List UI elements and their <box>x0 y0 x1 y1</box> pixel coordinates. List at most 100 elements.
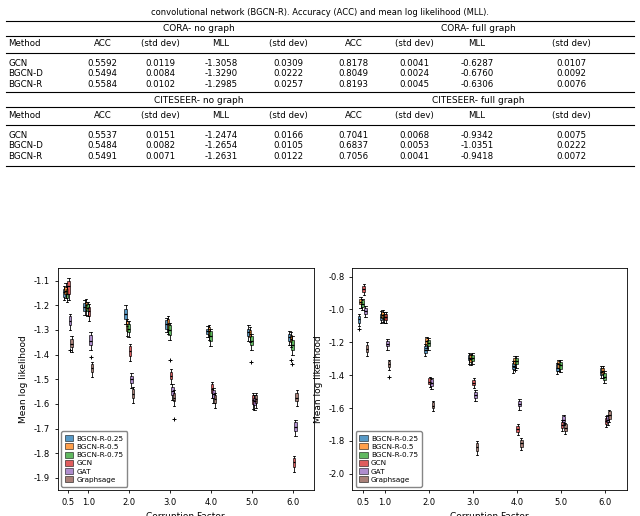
Text: -0.6760: -0.6760 <box>460 69 493 78</box>
Bar <box>125 321 129 331</box>
Bar <box>67 281 70 294</box>
Bar <box>83 303 86 312</box>
Text: 0.0222: 0.0222 <box>273 69 303 78</box>
Text: 0.0222: 0.0222 <box>556 141 586 150</box>
Bar <box>66 289 68 298</box>
Bar <box>518 400 521 407</box>
Y-axis label: Mean log likelihood: Mean log likelihood <box>19 335 28 423</box>
Text: 0.8178: 0.8178 <box>339 59 369 68</box>
Text: GCN: GCN <box>8 59 28 68</box>
Text: 0.0105: 0.0105 <box>273 141 303 150</box>
Text: BGCN-D: BGCN-D <box>8 141 43 150</box>
Text: 0.0053: 0.0053 <box>399 141 429 150</box>
Bar <box>476 443 479 451</box>
Bar <box>68 316 72 325</box>
Bar <box>556 364 559 371</box>
Text: 0.0072: 0.0072 <box>556 152 586 160</box>
Bar <box>88 307 90 316</box>
Text: 0.0122: 0.0122 <box>273 152 303 160</box>
Legend: BGCN-R-0.25, BGCN-R-0.5, BGCN-R-0.75, GCN, GAT, Graphsage: BGCN-R-0.25, BGCN-R-0.5, BGCN-R-0.75, GC… <box>356 431 422 487</box>
Text: CITESEER- full graph: CITESEER- full graph <box>432 96 525 105</box>
Text: GCN: GCN <box>8 131 28 140</box>
Bar <box>130 376 133 383</box>
Bar <box>424 346 426 353</box>
Bar <box>388 361 390 367</box>
Bar <box>561 422 563 428</box>
Bar <box>214 395 216 402</box>
Text: 0.0119: 0.0119 <box>145 59 175 68</box>
Bar <box>600 368 603 375</box>
Text: 0.5484: 0.5484 <box>87 141 118 150</box>
Bar <box>364 308 367 314</box>
Bar <box>386 341 389 346</box>
Bar <box>91 364 93 372</box>
Bar <box>253 398 256 405</box>
Bar <box>170 372 172 379</box>
Bar <box>358 316 360 322</box>
Bar <box>608 411 611 418</box>
Bar <box>385 314 387 320</box>
Bar <box>70 338 73 347</box>
Text: (std dev): (std dev) <box>141 39 179 49</box>
Bar <box>469 356 472 362</box>
Bar <box>557 361 560 368</box>
Bar <box>513 358 516 364</box>
Bar <box>425 338 428 345</box>
Bar <box>209 331 212 341</box>
Bar <box>431 402 435 408</box>
Text: 0.0041: 0.0041 <box>399 152 429 160</box>
Text: (std dev): (std dev) <box>395 111 434 120</box>
Text: 0.0151: 0.0151 <box>145 131 175 140</box>
Bar <box>63 289 65 297</box>
Text: (std dev): (std dev) <box>552 39 591 49</box>
Text: 0.0082: 0.0082 <box>145 141 175 150</box>
Text: 0.5494: 0.5494 <box>88 69 117 78</box>
Bar <box>255 395 257 402</box>
Bar <box>206 329 209 334</box>
Bar <box>512 363 515 369</box>
Text: 0.8193: 0.8193 <box>339 80 369 89</box>
Text: (std dev): (std dev) <box>552 111 591 120</box>
Text: MLL: MLL <box>212 111 229 120</box>
Text: 0.8049: 0.8049 <box>339 69 369 78</box>
Bar <box>428 378 431 384</box>
Text: (std dev): (std dev) <box>141 111 179 120</box>
Bar <box>250 336 253 345</box>
Text: 0.0075: 0.0075 <box>556 131 586 140</box>
Bar <box>207 328 211 335</box>
Text: 0.0102: 0.0102 <box>145 80 175 89</box>
Bar <box>468 354 470 360</box>
Text: 0.0166: 0.0166 <box>273 131 303 140</box>
Text: -0.6306: -0.6306 <box>460 80 493 89</box>
Bar <box>247 329 250 336</box>
Text: 0.0041: 0.0041 <box>399 59 429 68</box>
Text: MLL: MLL <box>468 39 485 49</box>
Bar <box>362 285 365 292</box>
Bar <box>165 320 168 329</box>
Text: -1.3058: -1.3058 <box>204 59 237 68</box>
Bar <box>296 393 298 401</box>
Text: 0.0084: 0.0084 <box>145 69 175 78</box>
Bar <box>359 299 362 304</box>
Bar <box>294 423 297 431</box>
Bar <box>64 287 67 294</box>
Bar <box>132 389 134 398</box>
Text: BGCN-R: BGCN-R <box>8 80 43 89</box>
Bar <box>602 368 604 374</box>
Text: (std dev): (std dev) <box>395 39 434 49</box>
Text: -0.9418: -0.9418 <box>460 152 493 160</box>
Text: -0.6287: -0.6287 <box>460 59 493 68</box>
Text: ACC: ACC <box>93 111 111 120</box>
Text: 0.5592: 0.5592 <box>88 59 117 68</box>
Text: 0.0071: 0.0071 <box>145 152 175 160</box>
Text: Method: Method <box>8 39 41 49</box>
Text: 0.0076: 0.0076 <box>556 80 586 89</box>
Text: 0.0024: 0.0024 <box>399 69 429 78</box>
Bar <box>361 300 364 307</box>
Bar <box>564 425 566 431</box>
Bar <box>520 440 522 447</box>
Text: 0.0257: 0.0257 <box>273 80 303 89</box>
Text: 0.0107: 0.0107 <box>556 59 586 68</box>
Text: -1.3290: -1.3290 <box>204 69 237 78</box>
Text: ACC: ACC <box>93 39 111 49</box>
